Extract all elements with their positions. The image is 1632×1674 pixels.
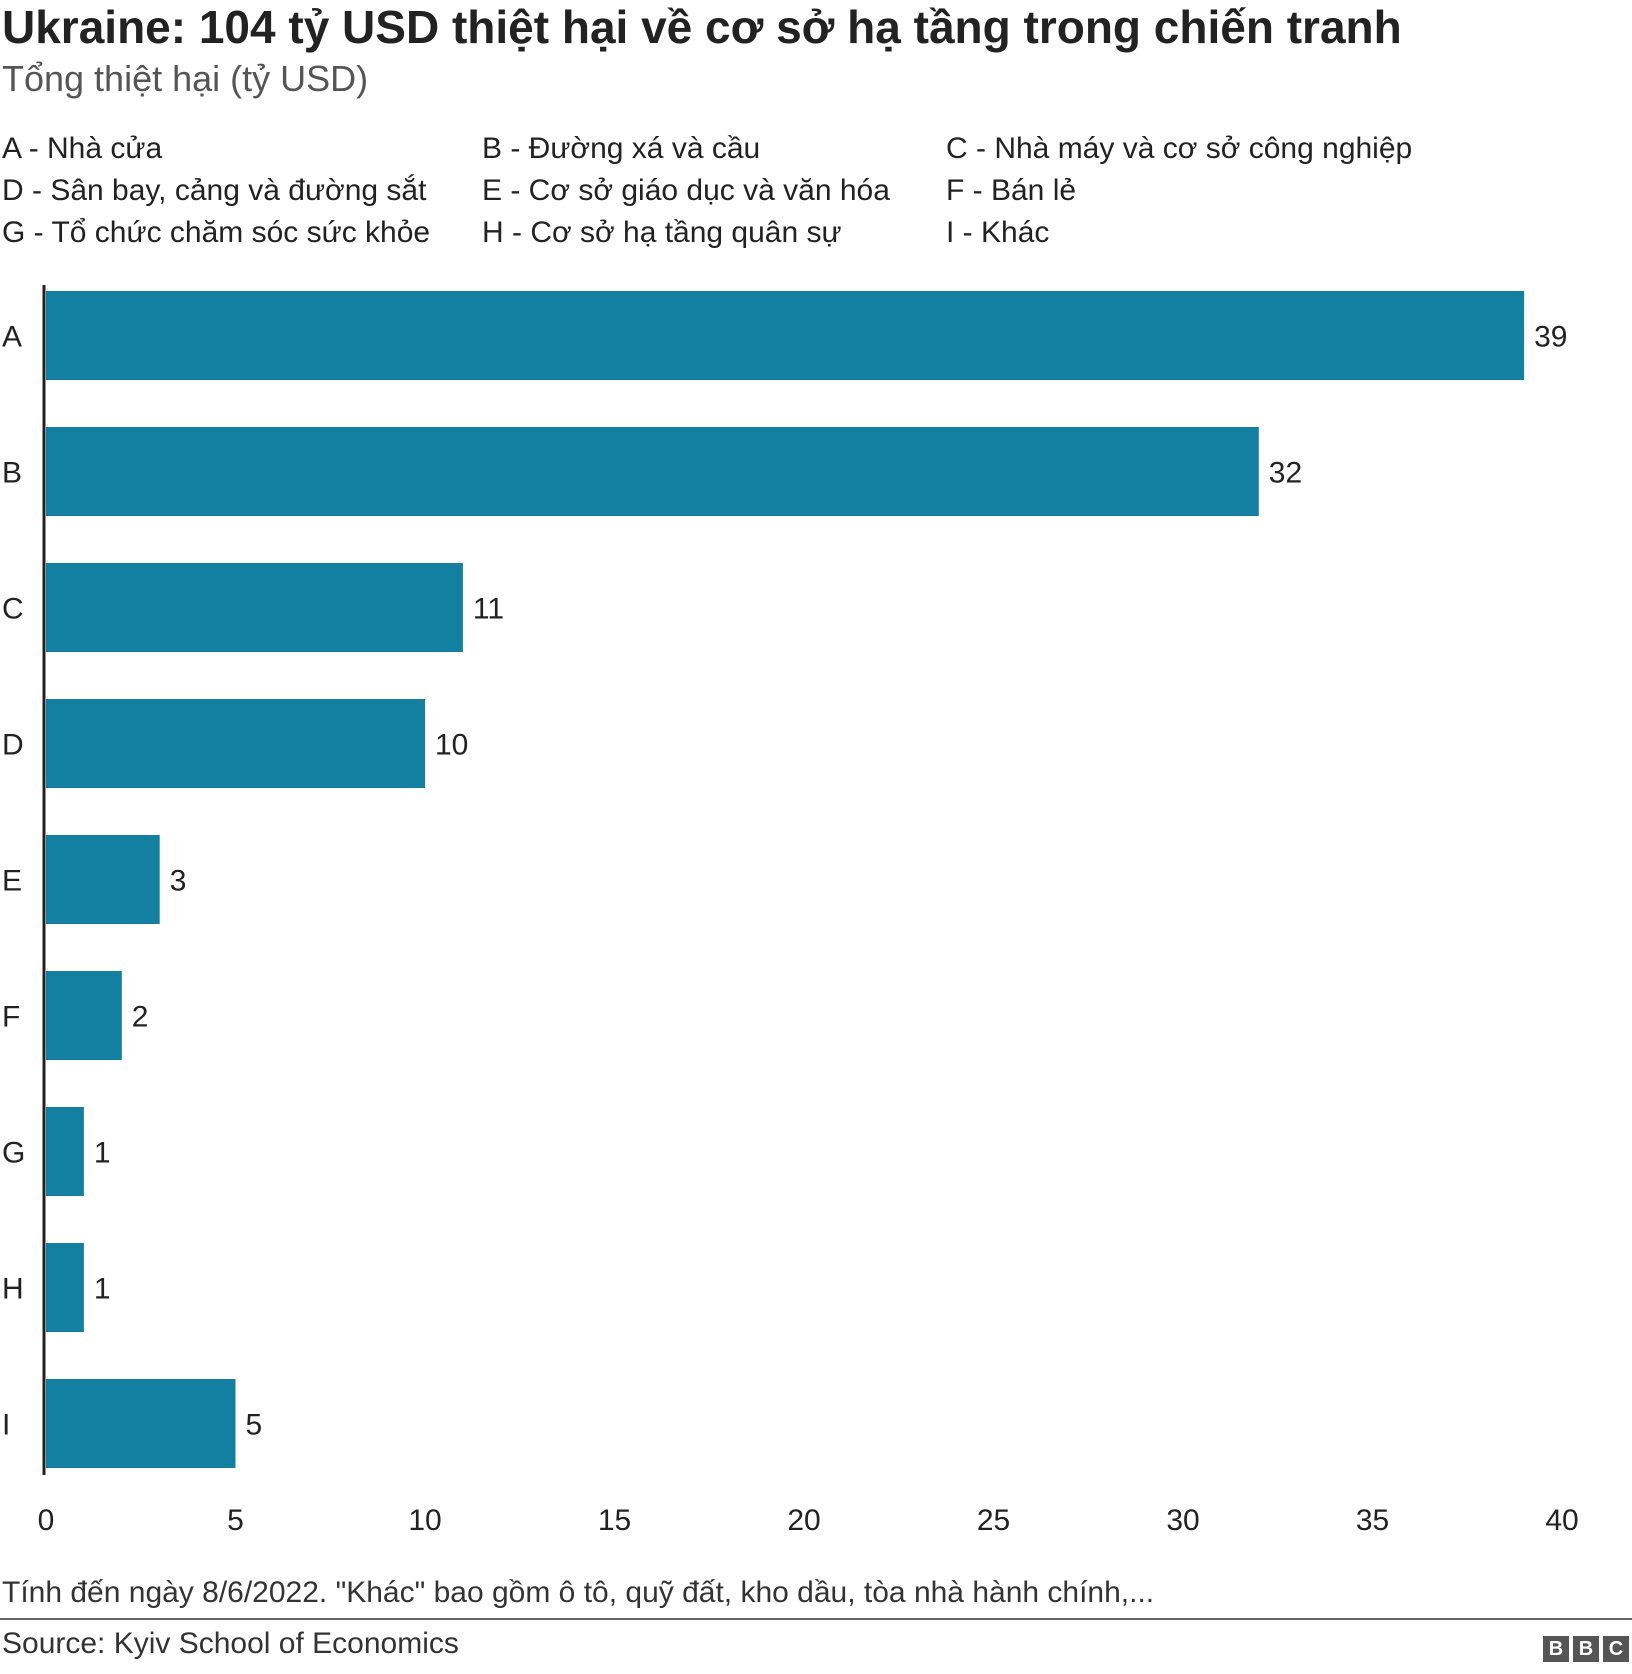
key-item-h: H - Cơ sở hạ tầng quân sự xyxy=(482,216,842,249)
x-tick-label: 10 xyxy=(408,1504,441,1537)
bar-e xyxy=(46,835,160,924)
data-label: 39 xyxy=(1534,321,1567,354)
footer-divider xyxy=(0,1618,1632,1620)
data-label: 10 xyxy=(435,729,468,762)
bar-b xyxy=(46,427,1259,516)
x-tick-label: 30 xyxy=(1166,1504,1199,1537)
data-label: 11 xyxy=(473,593,504,626)
key-item-f: F - Bán lẻ xyxy=(946,174,1077,207)
category-label: B xyxy=(2,457,22,490)
key-item-i: I - Khác xyxy=(946,216,1050,249)
category-label: D xyxy=(2,729,24,762)
x-tick-label: 15 xyxy=(598,1504,631,1537)
data-label: 2 xyxy=(132,1001,149,1034)
bar-a xyxy=(46,291,1525,380)
category-label: H xyxy=(2,1273,24,1306)
x-axis-ticks: 0 5 10 15 20 25 30 35 40 xyxy=(38,1504,1579,1537)
category-label: E xyxy=(2,865,22,898)
data-label: 3 xyxy=(170,865,187,898)
chart-title: Ukraine: 104 tỷ USD thiệt hại về cơ sở h… xyxy=(2,1,1402,53)
x-tick-label: 5 xyxy=(227,1504,244,1537)
bbc-logo: B B C xyxy=(1543,1636,1629,1662)
key-item-b: B - Đường xá và cầu xyxy=(482,132,761,165)
category-label: I xyxy=(2,1409,10,1442)
logo-letter: C xyxy=(1603,1636,1629,1662)
x-tick-label: 35 xyxy=(1356,1504,1389,1537)
category-label: F xyxy=(2,1001,20,1034)
footnote: Tính đến ngày 8/6/2022. "Khác" bao gồm ô… xyxy=(2,1576,1155,1609)
bar-i xyxy=(46,1379,236,1468)
chart-subtitle: Tổng thiệt hại (tỷ USD) xyxy=(2,58,369,99)
x-tick-label: 40 xyxy=(1545,1504,1578,1537)
data-label: 1 xyxy=(94,1273,111,1306)
category-key: A - Nhà cửa B - Đường xá và cầu C - Nhà … xyxy=(0,132,1632,262)
x-tick-label: 0 xyxy=(38,1504,55,1537)
key-item-d: D - Sân bay, cảng và đường sắt xyxy=(2,174,427,207)
source-note: Source: Kyiv School of Economics xyxy=(2,1627,459,1660)
key-item-g: G - Tổ chức chăm sóc sức khỏe xyxy=(2,216,431,249)
data-label: 1 xyxy=(94,1137,111,1170)
x-tick-label: 25 xyxy=(977,1504,1010,1537)
category-label: G xyxy=(2,1137,25,1170)
category-labels: A B C D E F G H I xyxy=(2,321,25,1442)
category-label: C xyxy=(2,593,24,626)
logo-letter: B xyxy=(1543,1636,1569,1662)
bar-g xyxy=(46,1107,84,1196)
bar-c xyxy=(46,563,463,652)
data-label: 5 xyxy=(246,1409,263,1442)
bar-h xyxy=(46,1243,84,1332)
bars-group xyxy=(46,291,1525,1468)
key-item-a: A - Nhà cửa xyxy=(2,132,163,165)
key-item-e: E - Cơ sở giáo dục và văn hóa xyxy=(482,174,890,207)
logo-letter: B xyxy=(1573,1636,1599,1662)
key-item-c: C - Nhà máy và cơ sở công nghiệp xyxy=(946,132,1413,165)
bar-d xyxy=(46,699,425,788)
bar-f xyxy=(46,971,122,1060)
data-label: 32 xyxy=(1269,457,1302,490)
category-label: A xyxy=(2,321,22,354)
x-tick-label: 20 xyxy=(787,1504,820,1537)
